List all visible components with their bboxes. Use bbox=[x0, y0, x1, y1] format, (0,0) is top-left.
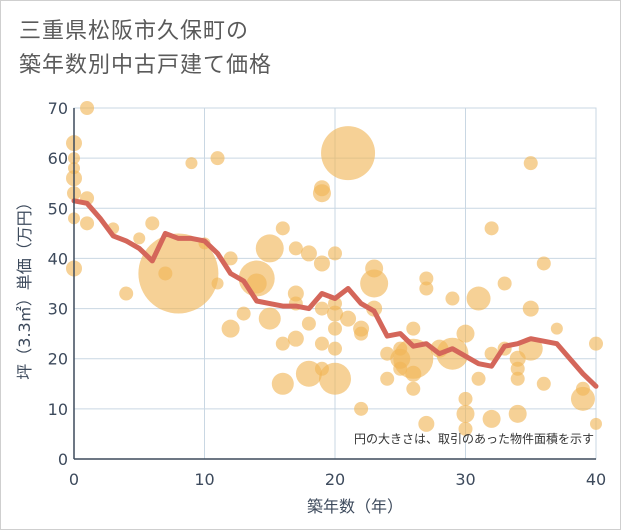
data-bubble bbox=[246, 273, 267, 294]
data-bubble bbox=[536, 376, 551, 391]
data-bubble bbox=[536, 256, 551, 271]
data-bubble bbox=[466, 286, 491, 311]
data-bubble bbox=[328, 296, 342, 311]
data-bubble bbox=[133, 232, 146, 245]
data-bubble bbox=[271, 372, 294, 395]
x-tick-label: 0 bbox=[69, 470, 79, 489]
data-bubble bbox=[328, 321, 342, 336]
data-bubble bbox=[236, 306, 251, 321]
data-bubble bbox=[510, 371, 525, 386]
y-tick-label: 30 bbox=[48, 300, 68, 319]
data-bubble bbox=[419, 281, 434, 296]
data-bubble bbox=[365, 259, 384, 278]
data-bubble bbox=[158, 266, 173, 281]
data-bubble bbox=[258, 307, 281, 330]
data-bubble bbox=[314, 361, 329, 376]
data-bubble bbox=[354, 401, 369, 416]
data-bubble bbox=[418, 415, 435, 432]
data-bubble bbox=[497, 276, 512, 291]
data-bubble bbox=[287, 285, 304, 302]
data-bubble bbox=[393, 341, 408, 356]
data-bubble bbox=[288, 241, 303, 256]
bubble-layer bbox=[66, 101, 603, 436]
data-bubble bbox=[589, 336, 603, 351]
data-bubble bbox=[406, 321, 421, 336]
trend-line bbox=[71, 198, 599, 389]
data-bubble bbox=[360, 269, 389, 298]
data-bubble bbox=[275, 221, 290, 236]
y-tick-label: 10 bbox=[48, 400, 68, 419]
data-bubble bbox=[419, 271, 434, 286]
title-line-1: 三重県松阪市久保町の bbox=[19, 19, 250, 44]
data-bubble bbox=[80, 216, 95, 231]
data-bubble bbox=[458, 421, 473, 436]
y-tick-label: 70 bbox=[48, 99, 68, 118]
data-bubble bbox=[145, 216, 160, 231]
data-bubble bbox=[458, 391, 473, 406]
data-bubble bbox=[221, 319, 240, 338]
data-bubble bbox=[445, 291, 460, 306]
data-bubble bbox=[405, 365, 422, 382]
y-tick-label: 0 bbox=[58, 450, 68, 469]
data-bubble bbox=[406, 381, 421, 396]
data-bubble bbox=[508, 404, 527, 423]
data-bubble bbox=[210, 151, 225, 166]
data-bubble bbox=[380, 371, 395, 386]
y-tick-label: 50 bbox=[48, 199, 68, 218]
data-bubble bbox=[328, 246, 342, 261]
data-bubble bbox=[575, 381, 590, 396]
chart-title: 三重県松阪市久保町の 築年数別中古戸建て価格 bbox=[19, 15, 272, 83]
x-tick-label: 10 bbox=[194, 470, 214, 489]
data-bubble bbox=[223, 251, 238, 266]
x-tick-label: 30 bbox=[455, 470, 475, 489]
data-bubble bbox=[255, 234, 284, 263]
data-bubble bbox=[509, 350, 526, 367]
data-bubble bbox=[390, 348, 411, 369]
x-tick-label: 20 bbox=[325, 470, 345, 489]
data-bubble bbox=[482, 409, 501, 428]
tick-labels: 0 10 20 30 40 0 10 20 30 40 50 60 70 bbox=[48, 99, 607, 489]
data-bubble bbox=[456, 324, 475, 343]
title-line-2: 築年数別中古戸建て価格 bbox=[19, 53, 273, 78]
data-bubble bbox=[314, 301, 329, 316]
data-bubble bbox=[301, 316, 316, 331]
data-bubble bbox=[80, 101, 95, 115]
data-bubble bbox=[313, 180, 330, 197]
data-bubble bbox=[328, 341, 342, 356]
data-bubble bbox=[456, 404, 475, 423]
data-bubble bbox=[313, 255, 330, 272]
data-bubble bbox=[510, 361, 525, 376]
y-tick-label: 60 bbox=[48, 149, 68, 168]
data-bubble bbox=[590, 417, 602, 430]
data-bubble bbox=[119, 286, 134, 301]
data-bubble bbox=[570, 386, 595, 411]
data-bubble bbox=[287, 330, 304, 347]
data-bubble bbox=[327, 305, 343, 322]
data-bubble bbox=[471, 371, 486, 386]
data-bubble bbox=[484, 221, 499, 236]
data-bubble bbox=[340, 310, 357, 327]
y-axis-title: 坪（3.3㎡）単価（万円） bbox=[15, 194, 34, 379]
data-bubble bbox=[211, 277, 224, 290]
data-bubble bbox=[314, 336, 329, 351]
data-bubble bbox=[380, 346, 395, 361]
size-note: 円の大きさは、取引のあった物件面積を示す bbox=[354, 431, 594, 446]
data-bubble bbox=[550, 322, 563, 335]
data-bubble bbox=[300, 245, 317, 262]
axes bbox=[73, 108, 596, 460]
data-bubble bbox=[321, 126, 376, 181]
data-bubble bbox=[522, 300, 539, 317]
data-bubble bbox=[393, 361, 408, 376]
data-bubble bbox=[354, 326, 369, 341]
data-bubble bbox=[185, 157, 198, 170]
data-bubble bbox=[275, 336, 290, 351]
y-tick-label: 40 bbox=[48, 249, 68, 268]
x-tick-label: 40 bbox=[586, 470, 606, 489]
x-axis-title: 築年数（年） bbox=[307, 497, 403, 516]
y-tick-label: 20 bbox=[48, 350, 68, 369]
data-bubble bbox=[523, 156, 538, 171]
